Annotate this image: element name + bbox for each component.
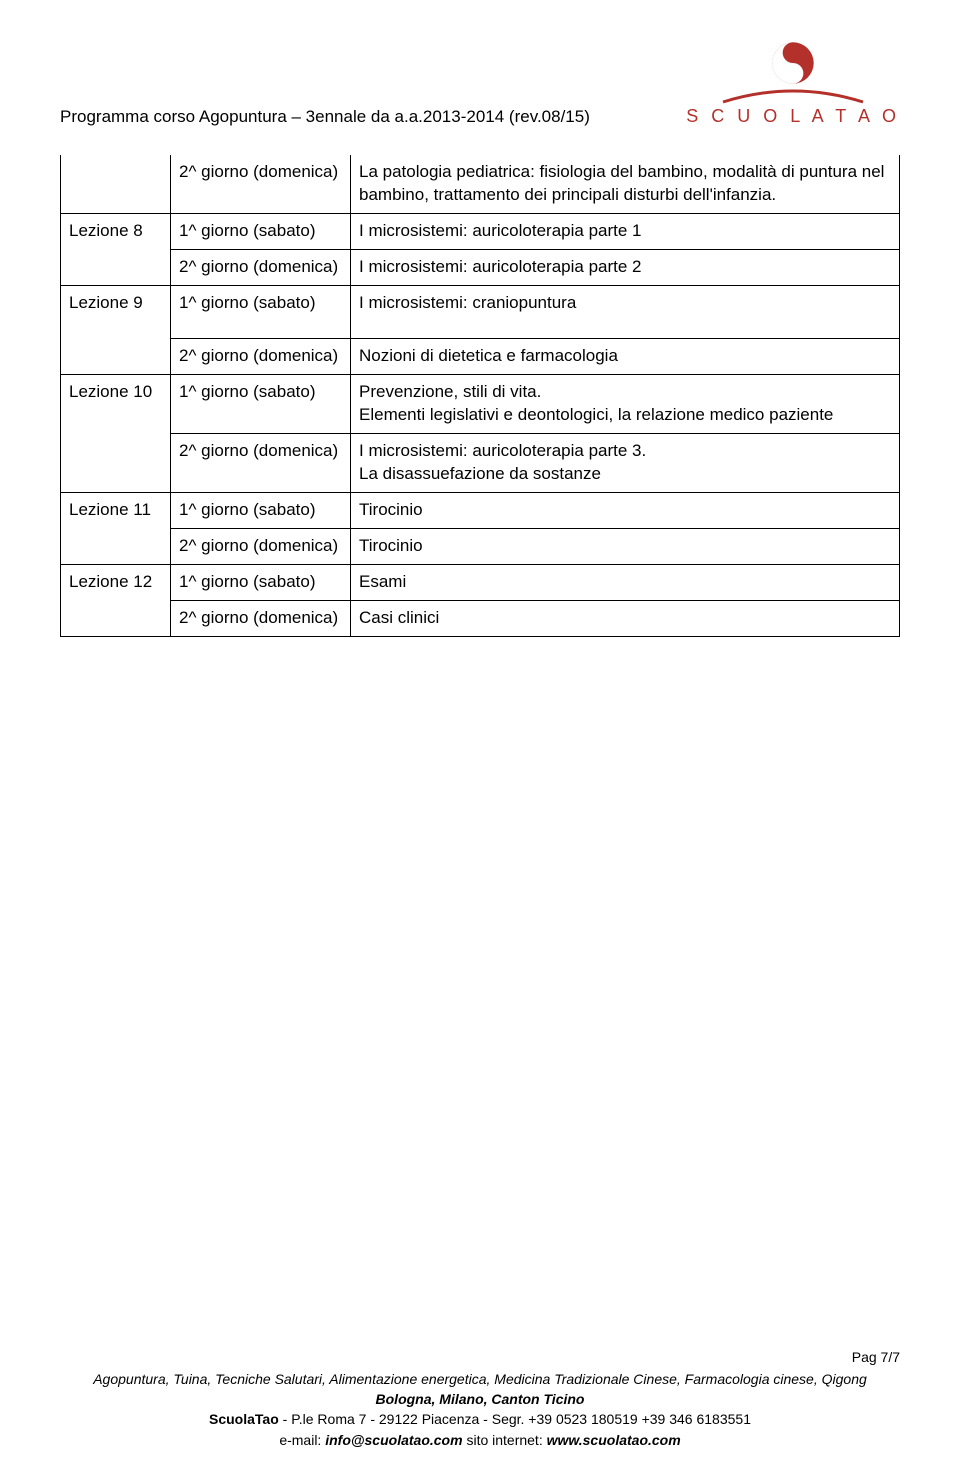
spacer-cell <box>351 321 900 339</box>
lesson-cell: Lezione 8 <box>61 213 171 285</box>
day-cell: 1^ giorno (sabato) <box>171 375 351 434</box>
spacer-cell <box>171 321 351 339</box>
table-row: 2^ giorno (domenica)Tirocinio <box>61 528 900 564</box>
content-cell: I microsistemi: auricoloterapia parte 3.… <box>351 434 900 493</box>
page: Programma corso Agopuntura – 3ennale da … <box>0 0 960 1480</box>
footer-line3: ScuolaTao - P.le Roma 7 - 29122 Piacenza… <box>60 1409 900 1429</box>
day-cell: 1^ giorno (sabato) <box>171 492 351 528</box>
content-cell: I microsistemi: craniopuntura <box>351 285 900 320</box>
table-row: Lezione 91^ giorno (sabato)I microsistem… <box>61 285 900 320</box>
content-cell: Nozioni di dietetica e farmacologia <box>351 339 900 375</box>
content-cell: I microsistemi: auricoloterapia parte 1 <box>351 213 900 249</box>
table-row: Lezione 121^ giorno (sabato)Esami <box>61 564 900 600</box>
lesson-cell <box>61 155 171 213</box>
logo-text: S C U O L A T A O <box>686 106 900 127</box>
table-row: Lezione 111^ giorno (sabato)Tirocinio <box>61 492 900 528</box>
content-cell: Tirocinio <box>351 528 900 564</box>
lesson-cell: Lezione 11 <box>61 492 171 564</box>
day-cell: 2^ giorno (domenica) <box>171 339 351 375</box>
content-cell: I microsistemi: auricoloterapia parte 2 <box>351 249 900 285</box>
footer-line2: Bologna, Milano, Canton Ticino <box>60 1389 900 1409</box>
footer-school: ScuolaTao <box>209 1411 279 1427</box>
day-cell: 2^ giorno (domenica) <box>171 600 351 636</box>
schedule-body: 2^ giorno (domenica)La patologia pediatr… <box>61 155 900 636</box>
content-cell: Prevenzione, stili di vita.Elementi legi… <box>351 375 900 434</box>
day-cell: 2^ giorno (domenica) <box>171 434 351 493</box>
page-title: Programma corso Agopuntura – 3ennale da … <box>60 107 590 127</box>
table-row: 2^ giorno (domenica)Nozioni di dietetica… <box>61 339 900 375</box>
footer: Pag 7/7 Agopuntura, Tuina, Tecniche Salu… <box>60 1347 900 1450</box>
day-cell: 2^ giorno (domenica) <box>171 528 351 564</box>
footer-email: info@scuolatao.com <box>325 1432 462 1448</box>
footer-email-label: e-mail: <box>279 1432 325 1448</box>
content-cell: Casi clinici <box>351 600 900 636</box>
lesson-cell: Lezione 12 <box>61 564 171 636</box>
table-row: 2^ giorno (domenica)Casi clinici <box>61 600 900 636</box>
lesson-cell: Lezione 10 <box>61 375 171 493</box>
day-cell: 1^ giorno (sabato) <box>171 285 351 320</box>
page-number: Pag 7/7 <box>60 1347 900 1367</box>
day-cell: 2^ giorno (domenica) <box>171 249 351 285</box>
content-cell: Esami <box>351 564 900 600</box>
content-cell: La patologia pediatrica: fisiologia del … <box>351 155 900 213</box>
table-row: 2^ giorno (domenica)I microsistemi: auri… <box>61 249 900 285</box>
day-cell: 1^ giorno (sabato) <box>171 213 351 249</box>
lesson-cell: Lezione 9 <box>61 285 171 374</box>
logo: S C U O L A T A O <box>686 40 900 127</box>
yinyang-icon <box>770 40 816 86</box>
day-cell: 1^ giorno (sabato) <box>171 564 351 600</box>
spacer-row <box>61 321 900 339</box>
footer-site: www.scuolatao.com <box>547 1432 681 1448</box>
table-row: Lezione 81^ giorno (sabato)I microsistem… <box>61 213 900 249</box>
table-row: 2^ giorno (domenica)I microsistemi: auri… <box>61 434 900 493</box>
content-cell: Tirocinio <box>351 492 900 528</box>
arc-icon <box>718 86 868 104</box>
footer-line4: e-mail: info@scuolatao.com sito internet… <box>60 1430 900 1450</box>
table-row: Lezione 101^ giorno (sabato)Prevenzione,… <box>61 375 900 434</box>
footer-line1: Agopuntura, Tuina, Tecniche Salutari, Al… <box>60 1369 900 1389</box>
table-row: 2^ giorno (domenica)La patologia pediatr… <box>61 155 900 213</box>
footer-addr: - P.le Roma 7 - 29122 Piacenza - Segr. +… <box>279 1411 751 1427</box>
schedule-table: 2^ giorno (domenica)La patologia pediatr… <box>60 155 900 637</box>
footer-site-label: sito internet: <box>463 1432 547 1448</box>
day-cell: 2^ giorno (domenica) <box>171 155 351 213</box>
header-row: Programma corso Agopuntura – 3ennale da … <box>60 40 900 127</box>
